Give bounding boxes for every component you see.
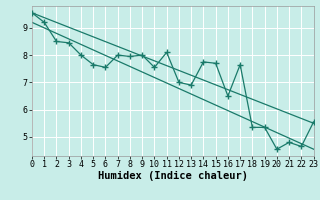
X-axis label: Humidex (Indice chaleur): Humidex (Indice chaleur) bbox=[98, 171, 248, 181]
